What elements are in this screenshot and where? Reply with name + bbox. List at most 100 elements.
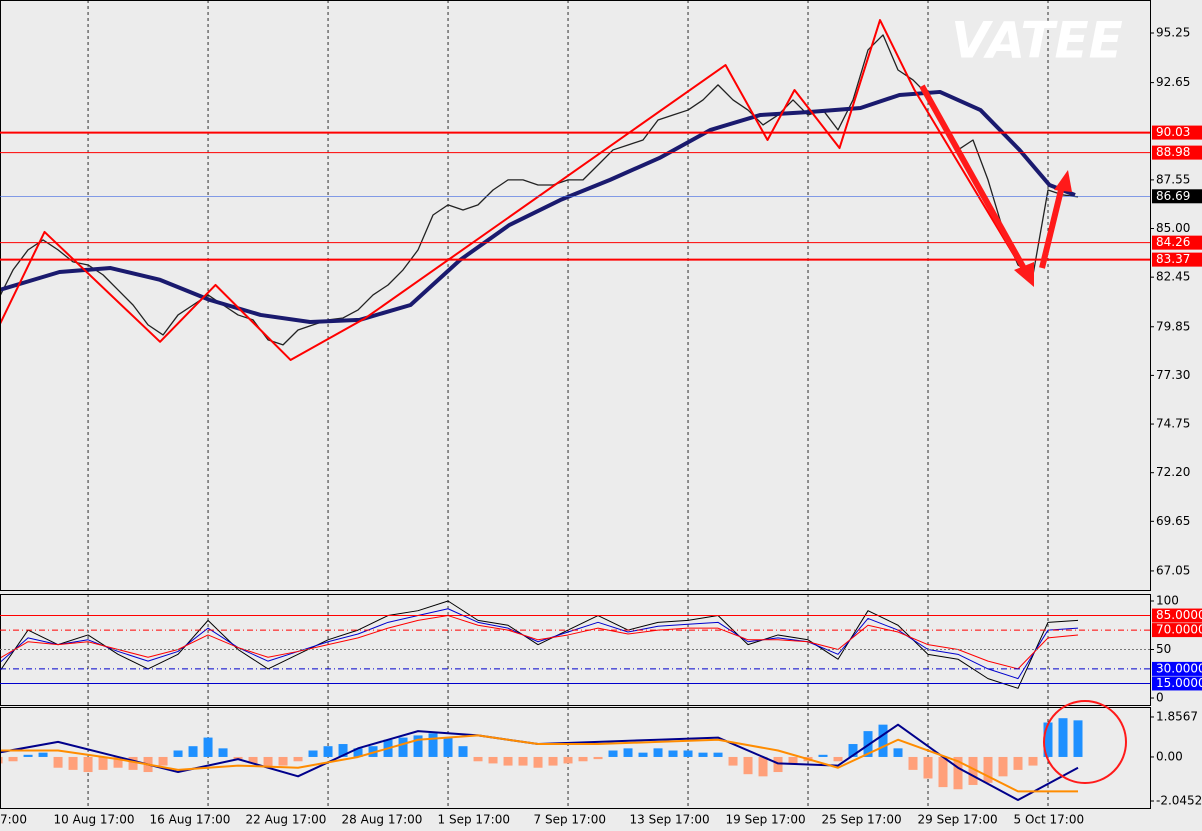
histogram-bar bbox=[113, 756, 123, 768]
level-label: 30.0000 bbox=[1156, 661, 1202, 675]
level-label-box bbox=[1152, 145, 1202, 160]
histogram-bar bbox=[878, 724, 888, 757]
y-tick-label: 92.65 bbox=[1156, 75, 1190, 89]
y-tick-label: 87.55 bbox=[1156, 172, 1190, 186]
histogram-bar bbox=[1058, 718, 1068, 757]
histogram-bar bbox=[38, 752, 48, 757]
series-line bbox=[0, 615, 1079, 670]
level-label-box bbox=[1152, 125, 1202, 140]
level-label: 88.98 bbox=[1156, 145, 1190, 159]
histogram-bar bbox=[1028, 756, 1038, 766]
level-label-box bbox=[1152, 661, 1202, 676]
y-tick-label: 67.05 bbox=[1156, 563, 1190, 577]
histogram-bar bbox=[743, 756, 753, 775]
x-tick-label: 25 Sep 17:00 bbox=[822, 813, 902, 827]
down-arrow-head bbox=[1014, 262, 1034, 287]
level-label-box bbox=[1152, 676, 1202, 691]
x-tick-label: 29 Sep 17:00 bbox=[918, 813, 998, 827]
y-tick-label: -2.0452 bbox=[1156, 794, 1202, 808]
histogram-bar bbox=[923, 756, 933, 779]
histogram-bar bbox=[758, 756, 768, 777]
level-label: 90.03 bbox=[1156, 125, 1190, 139]
level-label-box bbox=[1152, 235, 1202, 250]
up-arrow-head bbox=[1054, 170, 1072, 192]
histogram-bar bbox=[203, 737, 213, 757]
y-tick-label: 72.20 bbox=[1156, 465, 1190, 479]
x-tick-label: 7:00 bbox=[0, 813, 27, 827]
histogram-bar bbox=[53, 756, 63, 768]
y-tick-label: 0.00 bbox=[1156, 749, 1183, 763]
histogram-bar bbox=[683, 750, 693, 757]
histogram-bar bbox=[548, 756, 558, 766]
histogram-bar bbox=[1013, 756, 1023, 770]
histogram-bar bbox=[818, 754, 828, 757]
histogram-bar bbox=[578, 756, 588, 762]
x-tick-label: 10 Aug 17:00 bbox=[54, 813, 135, 827]
histogram-bar bbox=[8, 756, 18, 762]
histogram-bar bbox=[833, 756, 843, 762]
histogram-bar bbox=[638, 752, 648, 757]
histogram-bar bbox=[608, 750, 618, 757]
histogram-bar bbox=[728, 756, 738, 766]
y-tick-label: 0 bbox=[1156, 691, 1164, 705]
y-tick-label: 1.8567 bbox=[1156, 709, 1198, 723]
histogram-bar bbox=[398, 737, 408, 757]
down-arrow bbox=[919, 84, 1029, 274]
y-tick-label: 85.00 bbox=[1156, 221, 1190, 235]
x-tick-label: 1 Sep 17:00 bbox=[438, 813, 510, 827]
panel-frame bbox=[0, 707, 1151, 809]
y-tick-label: 82.45 bbox=[1156, 270, 1190, 284]
histogram-bar bbox=[263, 756, 273, 768]
x-tick-label: 28 Aug 17:00 bbox=[342, 813, 423, 827]
histogram-bar bbox=[998, 756, 1008, 777]
histogram-bar bbox=[188, 746, 198, 757]
histogram-bar bbox=[0, 756, 3, 764]
y-tick-label: 50 bbox=[1156, 642, 1171, 656]
highlight-circle bbox=[1043, 700, 1127, 784]
histogram-bar bbox=[713, 752, 723, 757]
histogram-bar bbox=[938, 756, 948, 788]
histogram-bar bbox=[488, 756, 498, 764]
histogram-bar bbox=[413, 735, 423, 757]
histogram-bar bbox=[968, 756, 978, 785]
x-tick-label: 13 Sep 17:00 bbox=[630, 813, 710, 827]
panel bbox=[0, 707, 1083, 808]
level-label: 84.26 bbox=[1156, 235, 1190, 249]
histogram-bar bbox=[473, 756, 483, 762]
histogram-bar bbox=[83, 756, 93, 773]
y-tick-label: 79.85 bbox=[1156, 319, 1190, 333]
histogram-bar bbox=[248, 756, 258, 764]
histogram-bar bbox=[953, 756, 963, 790]
histogram-bar bbox=[353, 748, 363, 757]
histogram-bar bbox=[668, 750, 678, 757]
x-tick-label: 16 Aug 17:00 bbox=[150, 813, 231, 827]
histogram-bar bbox=[458, 746, 468, 757]
panel bbox=[0, 0, 1079, 590]
histogram-bar bbox=[293, 756, 303, 762]
histogram-bar bbox=[233, 756, 243, 760]
histogram-bar bbox=[698, 752, 708, 757]
y-tick-label: 74.75 bbox=[1156, 417, 1190, 431]
histogram-bar bbox=[173, 750, 183, 757]
x-tick-label: 22 Aug 17:00 bbox=[246, 813, 327, 827]
histogram-bar bbox=[533, 756, 543, 768]
series-line bbox=[0, 19, 1031, 361]
level-label: 70.0000 bbox=[1156, 623, 1202, 637]
histogram-bar bbox=[368, 746, 378, 757]
series-line bbox=[0, 734, 1078, 793]
level-label: 85.0000 bbox=[1156, 608, 1202, 622]
x-tick-label: 7 Sep 17:00 bbox=[534, 813, 606, 827]
histogram-bar bbox=[563, 756, 573, 764]
watermark: VATEE bbox=[951, 12, 1123, 70]
histogram-bar bbox=[503, 756, 513, 766]
histogram-bar bbox=[278, 756, 288, 766]
panel-frame bbox=[0, 0, 1151, 591]
histogram-bar bbox=[773, 756, 783, 773]
level-label: 15.0000 bbox=[1156, 676, 1202, 690]
histogram-bar bbox=[848, 744, 858, 757]
level-label-box bbox=[1152, 189, 1202, 204]
histogram-bar bbox=[893, 748, 903, 757]
